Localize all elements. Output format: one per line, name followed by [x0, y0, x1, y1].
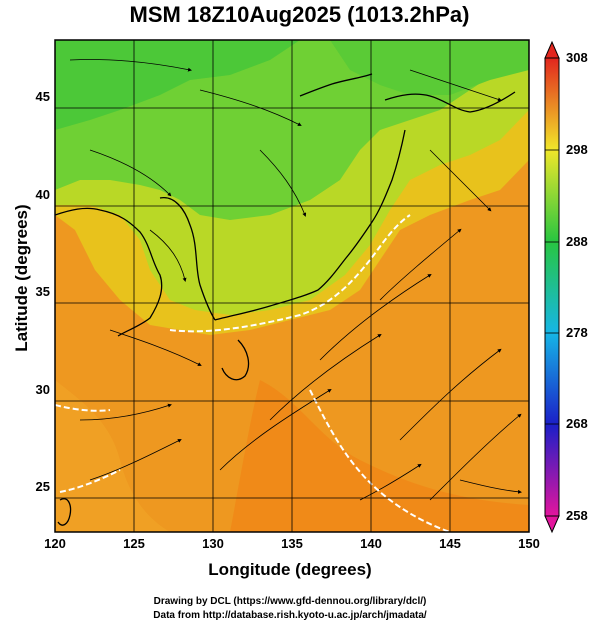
y-tick-label: 25 — [35, 479, 50, 494]
y-tick-label: 45 — [35, 89, 50, 104]
colorbar-tick-label: 298 — [566, 142, 588, 157]
x-tick-label: 150 — [518, 536, 540, 551]
plot-frame — [54, 39, 530, 533]
streamlines — [69, 59, 522, 501]
x-tick-label: 120 — [44, 536, 66, 551]
y-tick-label: 35 — [35, 284, 50, 299]
colorbar-tick-label: 268 — [566, 416, 588, 431]
x-tick-label: 125 — [123, 536, 145, 551]
credit-data: Data from http://database.rish.kyoto-u.a… — [153, 610, 427, 621]
x-axis-label: Longitude (degrees) — [208, 560, 372, 579]
x-tick-label: 145 — [439, 536, 461, 551]
x-tick-label: 140 — [360, 536, 382, 551]
y-axis-label: Latitude (degrees) — [12, 204, 31, 352]
map-title: MSM 18Z10Aug2025 (1013.2hPa) — [129, 2, 470, 27]
lat-lon-grid — [55, 40, 529, 532]
x-tick-label: 135 — [281, 536, 303, 551]
x-tick-label: 130 — [202, 536, 224, 551]
colorbar — [544, 40, 560, 534]
colorbar-tick-label: 288 — [566, 234, 588, 249]
isolines — [55, 214, 451, 532]
colorbar-max-triangle — [544, 40, 560, 59]
colorbar-tick-label: 278 — [566, 325, 588, 340]
y-tick-label: 30 — [35, 382, 50, 397]
colorbar-tick-label: 258 — [566, 508, 588, 523]
credit-drawing: Drawing by DCL (https://www.gfd-dennou.o… — [153, 596, 427, 607]
colorbar-min-triangle — [544, 515, 560, 534]
y-tick-label: 40 — [35, 187, 50, 202]
coastlines — [55, 73, 516, 526]
colorbar-tick-label: 308 — [566, 50, 588, 65]
